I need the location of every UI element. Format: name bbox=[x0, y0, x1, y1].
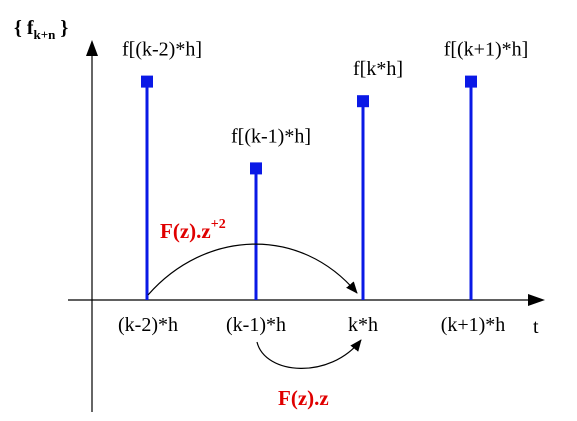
t-axis-label: t bbox=[533, 316, 539, 338]
shift-by-two-label: F(z).z+2 bbox=[160, 217, 226, 243]
sample-marker bbox=[141, 75, 153, 88]
sample-value-label: f[(k+1)*h] bbox=[444, 39, 529, 61]
sample-value-label: f[(k-2)*h] bbox=[122, 39, 202, 61]
sample-time-label: (k-2)*h bbox=[118, 314, 178, 336]
sample-value-label: f[k*h] bbox=[353, 58, 403, 80]
x-axis-arrowhead bbox=[528, 294, 545, 306]
sample-marker bbox=[465, 75, 477, 88]
sequence-title: { fk+n } bbox=[14, 17, 68, 42]
y-axis-arrowhead bbox=[86, 40, 98, 56]
shift-by-two-arrow bbox=[147, 243, 358, 296]
sample-value-label: f[(k-1)*h] bbox=[231, 125, 311, 147]
sample-marker bbox=[357, 95, 369, 108]
sample-time-label: (k-1)*h bbox=[226, 314, 286, 336]
sample-time-label: (k+1)*h bbox=[441, 314, 506, 336]
sample-stems: f[(k-2)*h] (k-2)*h f[(k-1)*h] (k-1)*h f[k*h]… bbox=[118, 39, 528, 336]
shift-by-one-label: F(z).z bbox=[278, 386, 329, 410]
sample-time-label: k*h bbox=[348, 314, 378, 336]
sample-marker bbox=[250, 162, 262, 175]
shift-by-one-arrow bbox=[256, 339, 362, 369]
